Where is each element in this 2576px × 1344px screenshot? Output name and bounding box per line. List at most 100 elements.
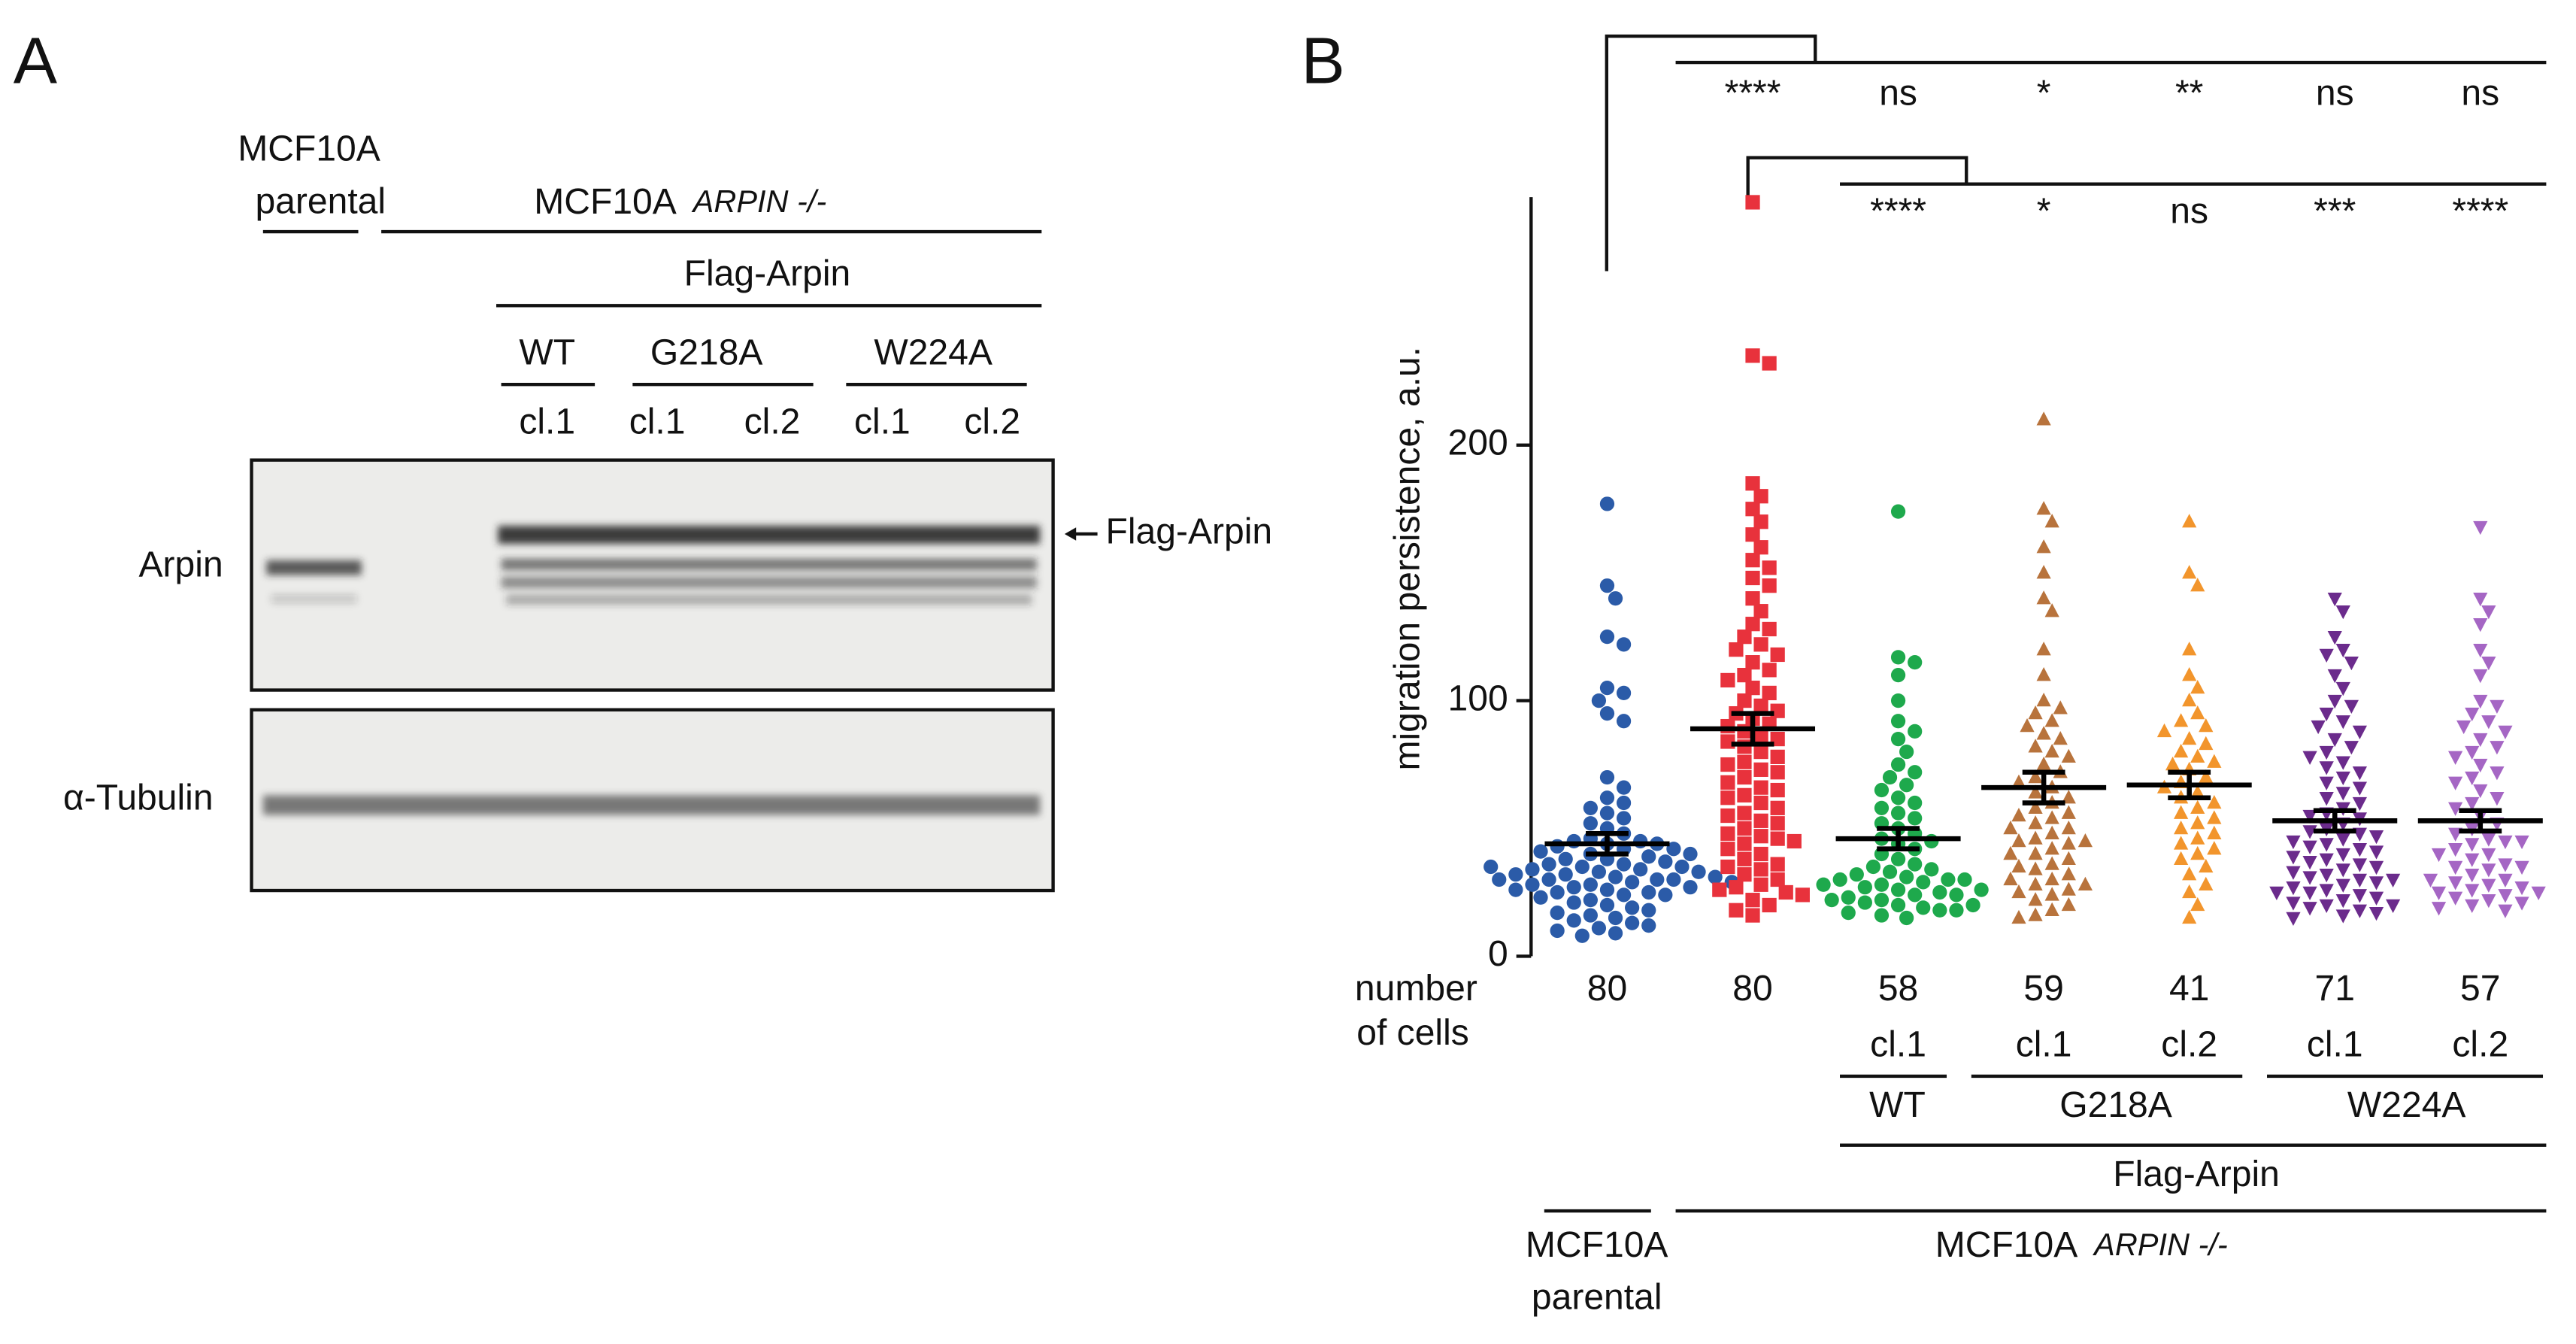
data-point xyxy=(1616,811,1632,826)
significance-label: * xyxy=(2037,72,2051,113)
group-label: MCF10A xyxy=(1526,1224,1668,1265)
data-point xyxy=(2448,843,2463,857)
data-point xyxy=(1890,897,1906,913)
data-point xyxy=(2490,766,2505,781)
data-point xyxy=(2473,784,2488,799)
data-point xyxy=(2319,776,2334,790)
data-point xyxy=(2335,787,2350,801)
data-point xyxy=(2352,766,2368,781)
data-point xyxy=(2182,565,2197,579)
data-point xyxy=(1787,833,1802,849)
y-axis-label: migration persistence, a.u. xyxy=(1386,347,1427,771)
data-point xyxy=(1550,923,1565,939)
data-point xyxy=(1745,908,1760,923)
data-point xyxy=(2028,705,2043,720)
data-point xyxy=(1770,831,1785,846)
data-point xyxy=(1762,356,1777,371)
data-point xyxy=(2190,680,2205,694)
data-point xyxy=(1599,882,1615,897)
data-point xyxy=(1865,859,1881,875)
data-point xyxy=(2465,853,2480,867)
data-point xyxy=(1720,734,1735,749)
data-point xyxy=(1770,872,1785,887)
data-point xyxy=(1583,800,1598,815)
data-point xyxy=(1957,872,1972,887)
data-point xyxy=(1591,864,1607,879)
data-point xyxy=(2165,756,2181,771)
data-point xyxy=(1762,560,1777,575)
data-point xyxy=(2044,856,2059,870)
data-point xyxy=(1753,514,1768,529)
data-point xyxy=(2481,848,2496,863)
significance-label: ns xyxy=(2316,72,2354,113)
data-point xyxy=(2174,851,2189,865)
data-point xyxy=(2182,693,2197,707)
data-point xyxy=(1908,724,1923,739)
data-point xyxy=(2061,897,2076,912)
data-point xyxy=(2498,725,2513,739)
data-point xyxy=(1566,833,1581,849)
data-point xyxy=(1745,617,1760,632)
data-point xyxy=(2302,886,2317,901)
data-point xyxy=(1890,805,1906,821)
data-point xyxy=(2481,878,2496,893)
group-label: WT xyxy=(1869,1085,1926,1125)
data-point xyxy=(2386,873,2401,888)
data-point xyxy=(1729,642,1744,657)
data-point xyxy=(2368,830,2384,845)
data-point xyxy=(2335,909,2350,924)
significance-label: ns xyxy=(2170,191,2208,232)
header-label: parental xyxy=(255,181,386,222)
data-point xyxy=(2061,805,2076,819)
clone-label: cl.1 xyxy=(1870,1024,1926,1064)
band-annotation: Flag-Arpin xyxy=(1106,511,1273,552)
data-point xyxy=(2190,578,2205,592)
data-point xyxy=(2352,843,2368,857)
data-point xyxy=(2465,707,2480,722)
data-point xyxy=(2319,707,2334,722)
data-point xyxy=(2498,904,2513,918)
blot-tubulin xyxy=(250,708,1055,893)
data-point xyxy=(1890,650,1906,665)
data-point xyxy=(1533,844,1548,859)
data-point xyxy=(1720,672,1735,688)
data-point xyxy=(1816,877,1831,892)
clone-label: cl.2 xyxy=(964,401,1020,441)
data-point xyxy=(2028,845,2043,860)
data-point xyxy=(1745,348,1760,363)
data-point xyxy=(1745,681,1760,696)
data-point xyxy=(2036,411,2051,426)
data-point xyxy=(2061,820,2076,835)
data-point xyxy=(2044,825,2059,840)
data-point xyxy=(2335,833,2350,847)
data-point xyxy=(2174,805,2189,819)
data-point xyxy=(2028,769,2043,784)
data-point xyxy=(2335,756,2350,770)
data-point xyxy=(2319,792,2334,806)
data-point xyxy=(1583,893,1598,908)
data-point xyxy=(1599,805,1615,821)
error-bar xyxy=(2313,808,2356,834)
data-point xyxy=(1550,884,1565,900)
cell-count: 59 xyxy=(2023,968,2063,1009)
data-point xyxy=(1770,857,1785,872)
data-point xyxy=(2207,841,2222,855)
data-point xyxy=(2077,833,2093,848)
data-point xyxy=(1737,805,1752,821)
data-point xyxy=(2498,858,2513,872)
data-point xyxy=(2327,630,2342,645)
data-point xyxy=(1737,754,1752,769)
data-point xyxy=(2498,889,2513,903)
data-point xyxy=(2036,501,2051,515)
data-point xyxy=(1899,744,1914,760)
data-point xyxy=(1857,895,1872,910)
data-point xyxy=(2465,869,2480,883)
data-point xyxy=(2174,713,2189,727)
data-point xyxy=(2481,893,2496,909)
data-point xyxy=(2319,761,2334,775)
panel-label: A xyxy=(14,23,58,97)
data-point xyxy=(2465,771,2480,786)
data-point xyxy=(1745,502,1760,517)
data-point xyxy=(2335,878,2350,893)
data-point xyxy=(1737,836,1752,851)
